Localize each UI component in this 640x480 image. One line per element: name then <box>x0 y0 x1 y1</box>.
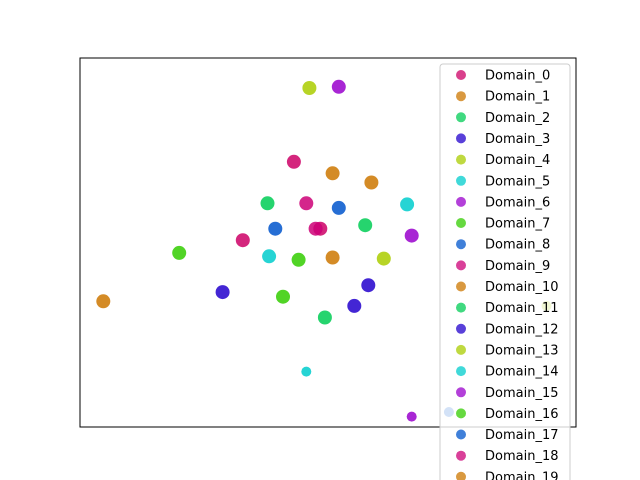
legend-marker <box>456 471 466 480</box>
legend-label: Domain_6 <box>485 195 550 210</box>
legend-label: Domain_3 <box>485 132 550 147</box>
legend-marker <box>456 260 466 271</box>
data-point <box>325 250 340 265</box>
data-point <box>172 245 187 260</box>
data-point <box>302 81 317 95</box>
data-point <box>235 233 250 248</box>
data-point <box>96 294 111 309</box>
legend-marker <box>456 70 466 80</box>
legend-marker <box>456 154 466 165</box>
legend: Domain_0 Domain_1 Domain_2 Domain_3 Domain_4… <box>439 63 571 480</box>
legend-marker <box>456 91 466 102</box>
data-point <box>331 200 346 215</box>
legend-marker <box>456 450 466 461</box>
data-point <box>268 221 283 236</box>
legend-box <box>439 63 571 480</box>
data-point <box>400 197 415 212</box>
data-point <box>317 310 332 325</box>
data-point <box>291 252 306 267</box>
legend-marker <box>456 133 466 144</box>
data-point <box>301 366 312 377</box>
legend-marker <box>456 218 466 228</box>
legend-label: Domain_13 <box>485 343 559 358</box>
legend-marker <box>456 387 466 398</box>
legend-marker <box>456 239 466 250</box>
legend-label: Domain_4 <box>485 153 550 168</box>
legend-label: Domain_11 <box>485 301 559 316</box>
legend-label: Domain_19 <box>485 470 559 480</box>
legend-marker <box>456 112 466 123</box>
data-point <box>358 218 373 233</box>
legend-label: Domain_14 <box>485 365 559 380</box>
legend-label: Domain_5 <box>485 174 550 189</box>
legend-label: Domain_10 <box>485 280 559 295</box>
data-point <box>364 175 379 190</box>
data-point <box>276 289 290 304</box>
data-point <box>308 221 323 236</box>
data-point <box>404 228 419 243</box>
legend-marker <box>456 366 466 377</box>
legend-marker <box>456 196 466 207</box>
data-point <box>406 411 417 422</box>
legend-label: Domain_9 <box>485 259 550 274</box>
legend-marker <box>456 408 466 419</box>
data-point <box>260 196 275 211</box>
data-point <box>299 196 314 211</box>
legend-marker <box>456 281 466 292</box>
data-point <box>262 249 277 264</box>
legend-marker <box>456 344 466 355</box>
legend-label: Domain_16 <box>485 407 559 422</box>
legend-label: Domain_7 <box>485 217 550 232</box>
legend-marker <box>456 323 466 334</box>
legend-label: Domain_15 <box>485 386 559 401</box>
points-layer <box>96 79 552 422</box>
legend-label: Domain_8 <box>485 238 550 253</box>
legend-marker <box>456 302 466 313</box>
legend-label: Domain_1 <box>485 90 550 105</box>
legend-label: Domain_0 <box>485 69 550 84</box>
legend-label: Domain_2 <box>485 111 550 126</box>
legend-marker <box>456 429 466 440</box>
data-point <box>347 298 362 313</box>
legend-label: Domain_12 <box>485 322 559 337</box>
data-point <box>331 79 346 94</box>
data-point <box>361 278 376 293</box>
data-point <box>286 154 301 169</box>
legend-marker <box>456 175 466 186</box>
data-point <box>376 251 391 266</box>
data-point <box>215 285 230 300</box>
legend-label: Domain_18 <box>485 449 559 464</box>
data-point <box>325 166 340 181</box>
legend-label: Domain_17 <box>485 428 559 443</box>
